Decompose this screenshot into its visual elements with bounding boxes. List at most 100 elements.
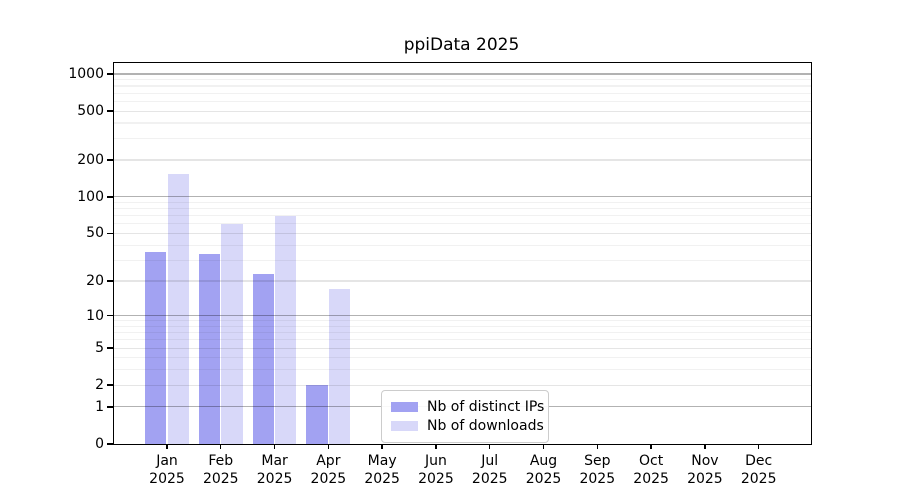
x-tick-year: 2025 [471,471,508,487]
x-tick-year: 2025 [579,471,616,487]
y-tick-label: 5 [95,340,104,357]
y-tick-mark [107,443,114,445]
y-tick-label: 500 [77,103,104,120]
x-tick-label: Aug 2025 [512,452,576,488]
x-tick-year: 2025 [740,471,777,487]
legend: Nb of distinct IPs Nb of downloads [381,390,549,443]
x-tick-mark [327,444,330,449]
y-tick-label: 0 [95,436,104,452]
legend-label-distinct-ips: Nb of distinct IPs [427,398,545,415]
x-tick-month: Dec [745,453,773,469]
y-gridline-minor [114,244,811,246]
x-tick-mark [220,444,222,449]
y-gridline-minor [114,201,811,203]
x-tick-label: May 2025 [350,452,414,488]
x-tick-month: Nov [691,453,719,469]
x-tick-mark [542,444,545,449]
y-tick-label: 50 [86,225,104,242]
x-tick-label: Feb 2025 [189,452,253,488]
y-gridline-minor [114,137,811,139]
x-tick-year: 2025 [310,471,347,487]
x-tick-year: 2025 [633,471,669,487]
y-tick-mark [107,232,114,235]
y-gridline-minor [114,159,811,161]
x-tick-month: Aug [529,453,558,469]
bar-distinct-ips [145,252,167,444]
y-gridline-minor [114,110,811,112]
x-tick-mark [435,444,437,449]
legend-swatch-downloads [391,420,418,431]
y-gridline-minor [114,215,811,217]
x-tick-label: Nov 2025 [673,452,737,488]
x-tick-year: 2025 [256,471,293,487]
x-tick-mark [704,444,706,449]
x-tick-month: Oct [639,453,664,469]
legend-swatch-distinct-ips [391,401,418,412]
bar-downloads [328,289,351,444]
y-gridline-minor [114,92,811,94]
x-tick-mark [650,444,652,449]
bar-distinct-ips [198,253,221,444]
y-tick-mark [107,159,114,161]
x-tick-mark [596,444,598,449]
x-tick-mark [273,444,276,449]
x-tick-year: 2025 [687,471,723,487]
x-tick-year: 2025 [418,471,454,487]
x-tick-label: Mar 2025 [243,452,307,488]
x-tick-mark [489,444,491,449]
legend-item-distinct-ips: Nb of distinct IPs [391,397,544,416]
bar-distinct-ips [252,273,274,444]
y-tick-mark [107,196,114,198]
x-tick-month: Sep [584,453,611,469]
bar-downloads [221,223,243,444]
x-tick-month: Mar [261,453,288,469]
bar-downloads [167,173,189,444]
y-gridline-minor [114,100,811,102]
y-tick-label: 2 [95,377,104,394]
y-gridline-minor [114,223,811,225]
x-tick-month: Jan [156,453,178,469]
legend-item-downloads: Nb of downloads [391,416,544,435]
x-tick-mark [166,444,168,449]
x-tick-label: Dec 2025 [727,452,791,488]
y-tick-label: 1000 [68,66,104,83]
x-tick-mark [381,444,383,449]
x-tick-label: Jun 2025 [404,452,468,488]
x-tick-month: Apr [316,453,341,469]
x-tick-label: Apr 2025 [296,452,360,488]
y-tick-mark [107,280,114,282]
x-tick-year: 2025 [149,471,185,487]
x-tick-month: Jun [425,453,447,469]
y-tick-mark [107,73,114,75]
y-tick-label: 20 [86,272,104,289]
plot-area: Nb of distinct IPs Nb of downloads 0 1 2 5 1… [68,62,812,487]
y-tick-mark [107,347,114,349]
x-tick-label: Jul 2025 [458,452,522,488]
bar-downloads [275,215,297,444]
chart-title: ppiData 2025 [403,35,520,55]
x-tick-month: Feb [208,453,234,469]
x-tick-month: May [367,453,397,469]
y-gridline-minor [114,208,811,210]
x-tick-year: 2025 [364,471,400,487]
x-tick-year: 2025 [525,471,562,487]
y-tick-mark [107,406,114,408]
y-tick-label: 200 [77,152,104,169]
x-tick-year: 2025 [202,471,239,487]
y-tick-label: 100 [77,188,104,205]
x-tick-mark [757,444,760,449]
y-gridline-minor [114,122,811,124]
y-gridline-minor [114,79,811,81]
legend-label-downloads: Nb of downloads [427,417,544,434]
y-gridline-minor [114,85,811,87]
x-tick-month: Jul [481,453,499,469]
y-gridline-minor [114,232,811,234]
bar-distinct-ips [306,385,328,444]
y-gridline-major [114,196,811,198]
x-tick-label: Oct 2025 [619,452,683,488]
y-tick-mark [107,314,114,317]
y-tick-label: 10 [86,307,104,324]
x-tick-label: Jan 2025 [135,452,199,488]
y-tick-mark [107,384,114,386]
